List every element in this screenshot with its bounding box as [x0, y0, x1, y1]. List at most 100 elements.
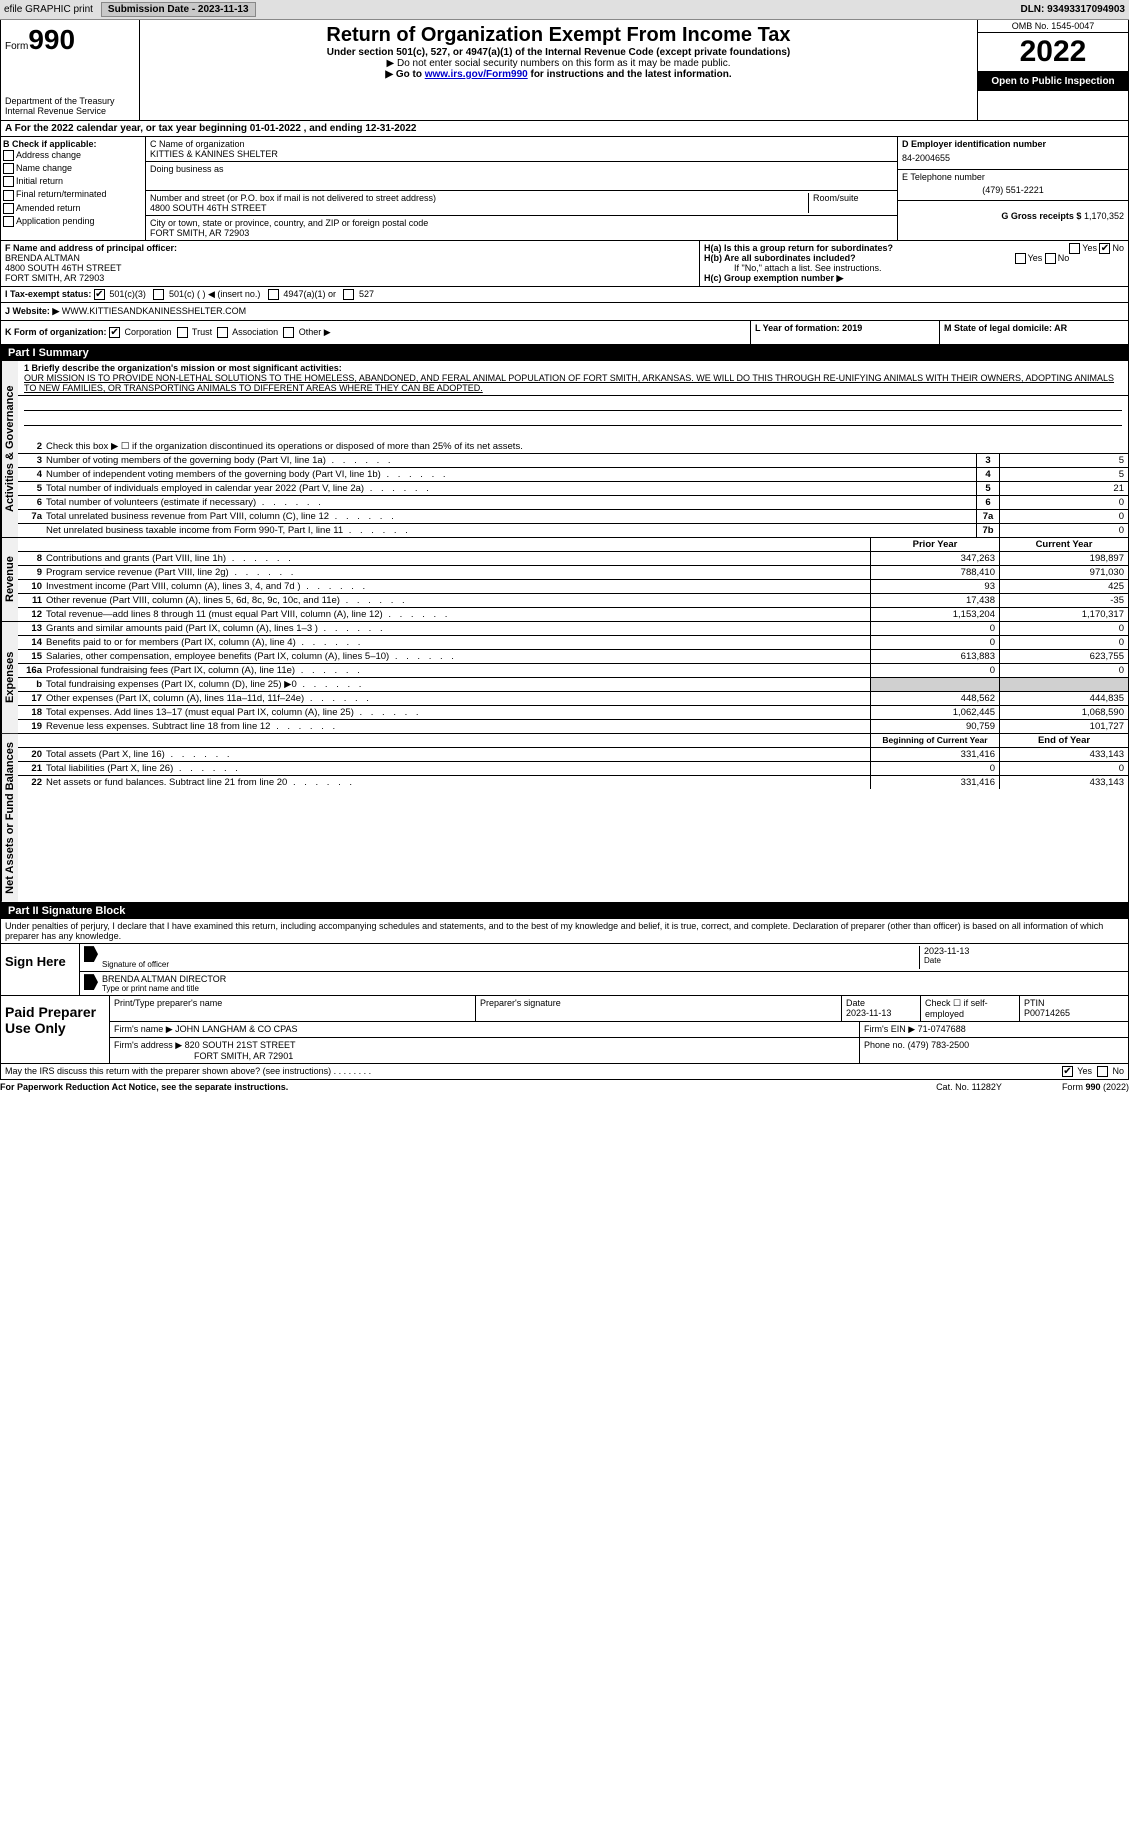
type-name-label: Type or print name and title	[102, 984, 1124, 993]
cb-initial-return[interactable]: Initial return	[3, 175, 143, 188]
ssn-warning: ▶ Do not enter social security numbers o…	[148, 58, 969, 69]
table-row: 13Grants and similar amounts paid (Part …	[18, 622, 1128, 636]
irs-label: Internal Revenue Service	[5, 106, 135, 116]
phone-value: (479) 551-2221	[902, 182, 1124, 198]
ha-no-checkbox[interactable]	[1099, 243, 1110, 254]
firm-ein: 71-0747688	[918, 1024, 966, 1034]
table-row: 17Other expenses (Part IX, column (A), l…	[18, 692, 1128, 706]
table-row: 4Number of independent voting members of…	[18, 468, 1128, 482]
ein-value: 84-2004655	[902, 149, 1124, 167]
sig-officer-label: Signature of officer	[102, 960, 919, 969]
l-year-formation: L Year of formation: 2019	[755, 323, 862, 333]
self-employed-check[interactable]: Check ☐ if self-employed	[921, 996, 1020, 1021]
mission-blank-line	[24, 396, 1122, 411]
omb-number: OMB No. 1545-0047	[978, 20, 1128, 33]
submission-date-btn[interactable]: Submission Date - 2023-11-13	[101, 2, 256, 17]
cb-501c3[interactable]	[94, 289, 105, 300]
cat-number: Cat. No. 11282Y	[936, 1082, 1002, 1092]
dba-label: Doing business as	[150, 164, 893, 174]
form-number: Form 990	[5, 24, 135, 56]
mission-blank-line	[24, 411, 1122, 426]
paid-preparer-label: Paid Preparer Use Only	[1, 996, 109, 1063]
table-row: 7aTotal unrelated business revenue from …	[18, 510, 1128, 524]
firm-addr1: 820 SOUTH 21ST STREET	[185, 1040, 296, 1050]
i-label: I Tax-exempt status:	[5, 289, 91, 299]
firm-addr-label: Firm's address ▶	[114, 1040, 182, 1050]
goto-line: ▶ Go to www.irs.gov/Form990 for instruct…	[148, 69, 969, 80]
g-gross-label: G Gross receipts $	[1001, 211, 1081, 221]
form-header: Form 990 Department of the Treasury Inte…	[0, 20, 1129, 121]
table-row: 11Other revenue (Part VIII, column (A), …	[18, 594, 1128, 608]
part1-header: Part I Summary	[0, 345, 1129, 361]
officer-name-title: BRENDA ALTMAN DIRECTOR	[102, 974, 1124, 984]
street-address: 4800 SOUTH 46TH STREET	[150, 203, 808, 213]
vt-expenses: Expenses	[1, 622, 18, 733]
cb-name-change[interactable]: Name change	[3, 162, 143, 175]
sig-date-label: Date	[924, 956, 1124, 965]
table-row: 12Total revenue—add lines 8 through 11 (…	[18, 608, 1128, 621]
open-to-public: Open to Public Inspection	[978, 72, 1128, 91]
table-row: 14Benefits paid to or for members (Part …	[18, 636, 1128, 650]
dln-label: DLN: 93493317094903	[1020, 4, 1125, 15]
q2-checkbox-line: Check this box ▶ ☐ if the organization d…	[44, 440, 1128, 453]
officer-addr2: FORT SMITH, AR 72903	[5, 273, 695, 283]
top-bar: efile GRAPHIC print Submission Date - 20…	[0, 0, 1129, 20]
mission-blank-line	[24, 426, 1122, 440]
part1-revenue: Revenue Prior Year Current Year 8Contrib…	[0, 538, 1129, 622]
table-row: 22Net assets or fund balances. Subtract …	[18, 776, 1128, 789]
cb-address-change[interactable]: Address change	[3, 149, 143, 162]
firm-name-label: Firm's name ▶	[114, 1024, 173, 1034]
table-row: 10Investment income (Part VIII, column (…	[18, 580, 1128, 594]
dept-treasury: Department of the Treasury	[5, 96, 135, 106]
table-row: 19Revenue less expenses. Subtract line 1…	[18, 720, 1128, 733]
hb-subordinates: H(b) Are all subordinates included? Yes …	[704, 253, 1124, 263]
cb-amended[interactable]: Amended return	[3, 202, 143, 215]
k-label: K Form of organization:	[5, 327, 107, 337]
website-value: WWW.KITTIESANDKANINESSHELTER.COM	[62, 306, 246, 316]
prep-name-label: Print/Type preparer's name	[114, 998, 222, 1008]
table-row: 3Number of voting members of the governi…	[18, 454, 1128, 468]
ha-group-return: H(a) Is this a group return for subordin…	[704, 243, 1124, 253]
end-year-hdr: End of Year	[999, 734, 1128, 747]
sign-here-section: Sign Here Signature of officer 2023-11-1…	[0, 944, 1129, 996]
form-title: Return of Organization Exempt From Incom…	[148, 24, 969, 47]
city-state-zip: FORT SMITH, AR 72903	[150, 228, 893, 238]
table-row: 20Total assets (Part X, line 16) . . . .…	[18, 748, 1128, 762]
firm-name: JOHN LANGHAM & CO CPAS	[175, 1024, 297, 1034]
prep-date-label: Date	[846, 998, 916, 1008]
b-header: B Check if applicable:	[3, 139, 143, 149]
form990-link[interactable]: www.irs.gov/Form990	[425, 69, 528, 80]
cb-final-return[interactable]: Final return/terminated	[3, 188, 143, 201]
mission-text: OUR MISSION IS TO PROVIDE NON-LETHAL SOL…	[24, 373, 1122, 393]
vt-revenue: Revenue	[1, 538, 18, 621]
page-footer: For Paperwork Reduction Act Notice, see …	[0, 1080, 1129, 1094]
efile-label: efile GRAPHIC print	[4, 4, 93, 15]
gross-receipts: 1,170,352	[1084, 211, 1124, 221]
discuss-row: May the IRS discuss this return with the…	[0, 1064, 1129, 1080]
table-row: 18Total expenses. Add lines 13–17 (must …	[18, 706, 1128, 720]
m-state-domicile: M State of legal domicile: AR	[944, 323, 1067, 333]
part1-net-assets: Net Assets or Fund Balances Beginning of…	[0, 734, 1129, 903]
part1-governance: Activities & Governance 1 Briefly descri…	[0, 361, 1129, 538]
room-label: Room/suite	[813, 193, 893, 203]
f-label: F Name and address of principal officer:	[5, 243, 177, 253]
part1-expenses: Expenses 13Grants and similar amounts pa…	[0, 622, 1129, 734]
prep-sig-label: Preparer's signature	[480, 998, 561, 1008]
section-i: I Tax-exempt status: 501(c)(3) 501(c) ( …	[0, 287, 1129, 303]
cb-app-pending[interactable]: Application pending	[3, 215, 143, 228]
prep-phone: (479) 783-2500	[908, 1040, 970, 1050]
cb-corporation[interactable]	[109, 327, 120, 338]
discuss-yes-cb[interactable]	[1062, 1066, 1073, 1077]
begin-year-hdr: Beginning of Current Year	[870, 734, 999, 747]
table-row: 9Program service revenue (Part VIII, lin…	[18, 566, 1128, 580]
section-klm: K Form of organization: Corporation Trus…	[0, 321, 1129, 345]
paid-preparer-section: Paid Preparer Use Only Print/Type prepar…	[0, 996, 1129, 1064]
table-row: 21Total liabilities (Part X, line 26) . …	[18, 762, 1128, 776]
prep-date: 2023-11-13	[846, 1008, 916, 1018]
addr-label: Number and street (or P.O. box if mail i…	[150, 193, 808, 203]
org-name: KITTIES & KANINES SHELTER	[150, 149, 893, 159]
city-label: City or town, state or province, country…	[150, 218, 893, 228]
table-row: bTotal fundraising expenses (Part IX, co…	[18, 678, 1128, 692]
sign-here-label: Sign Here	[1, 944, 79, 995]
discuss-label: May the IRS discuss this return with the…	[5, 1066, 331, 1076]
